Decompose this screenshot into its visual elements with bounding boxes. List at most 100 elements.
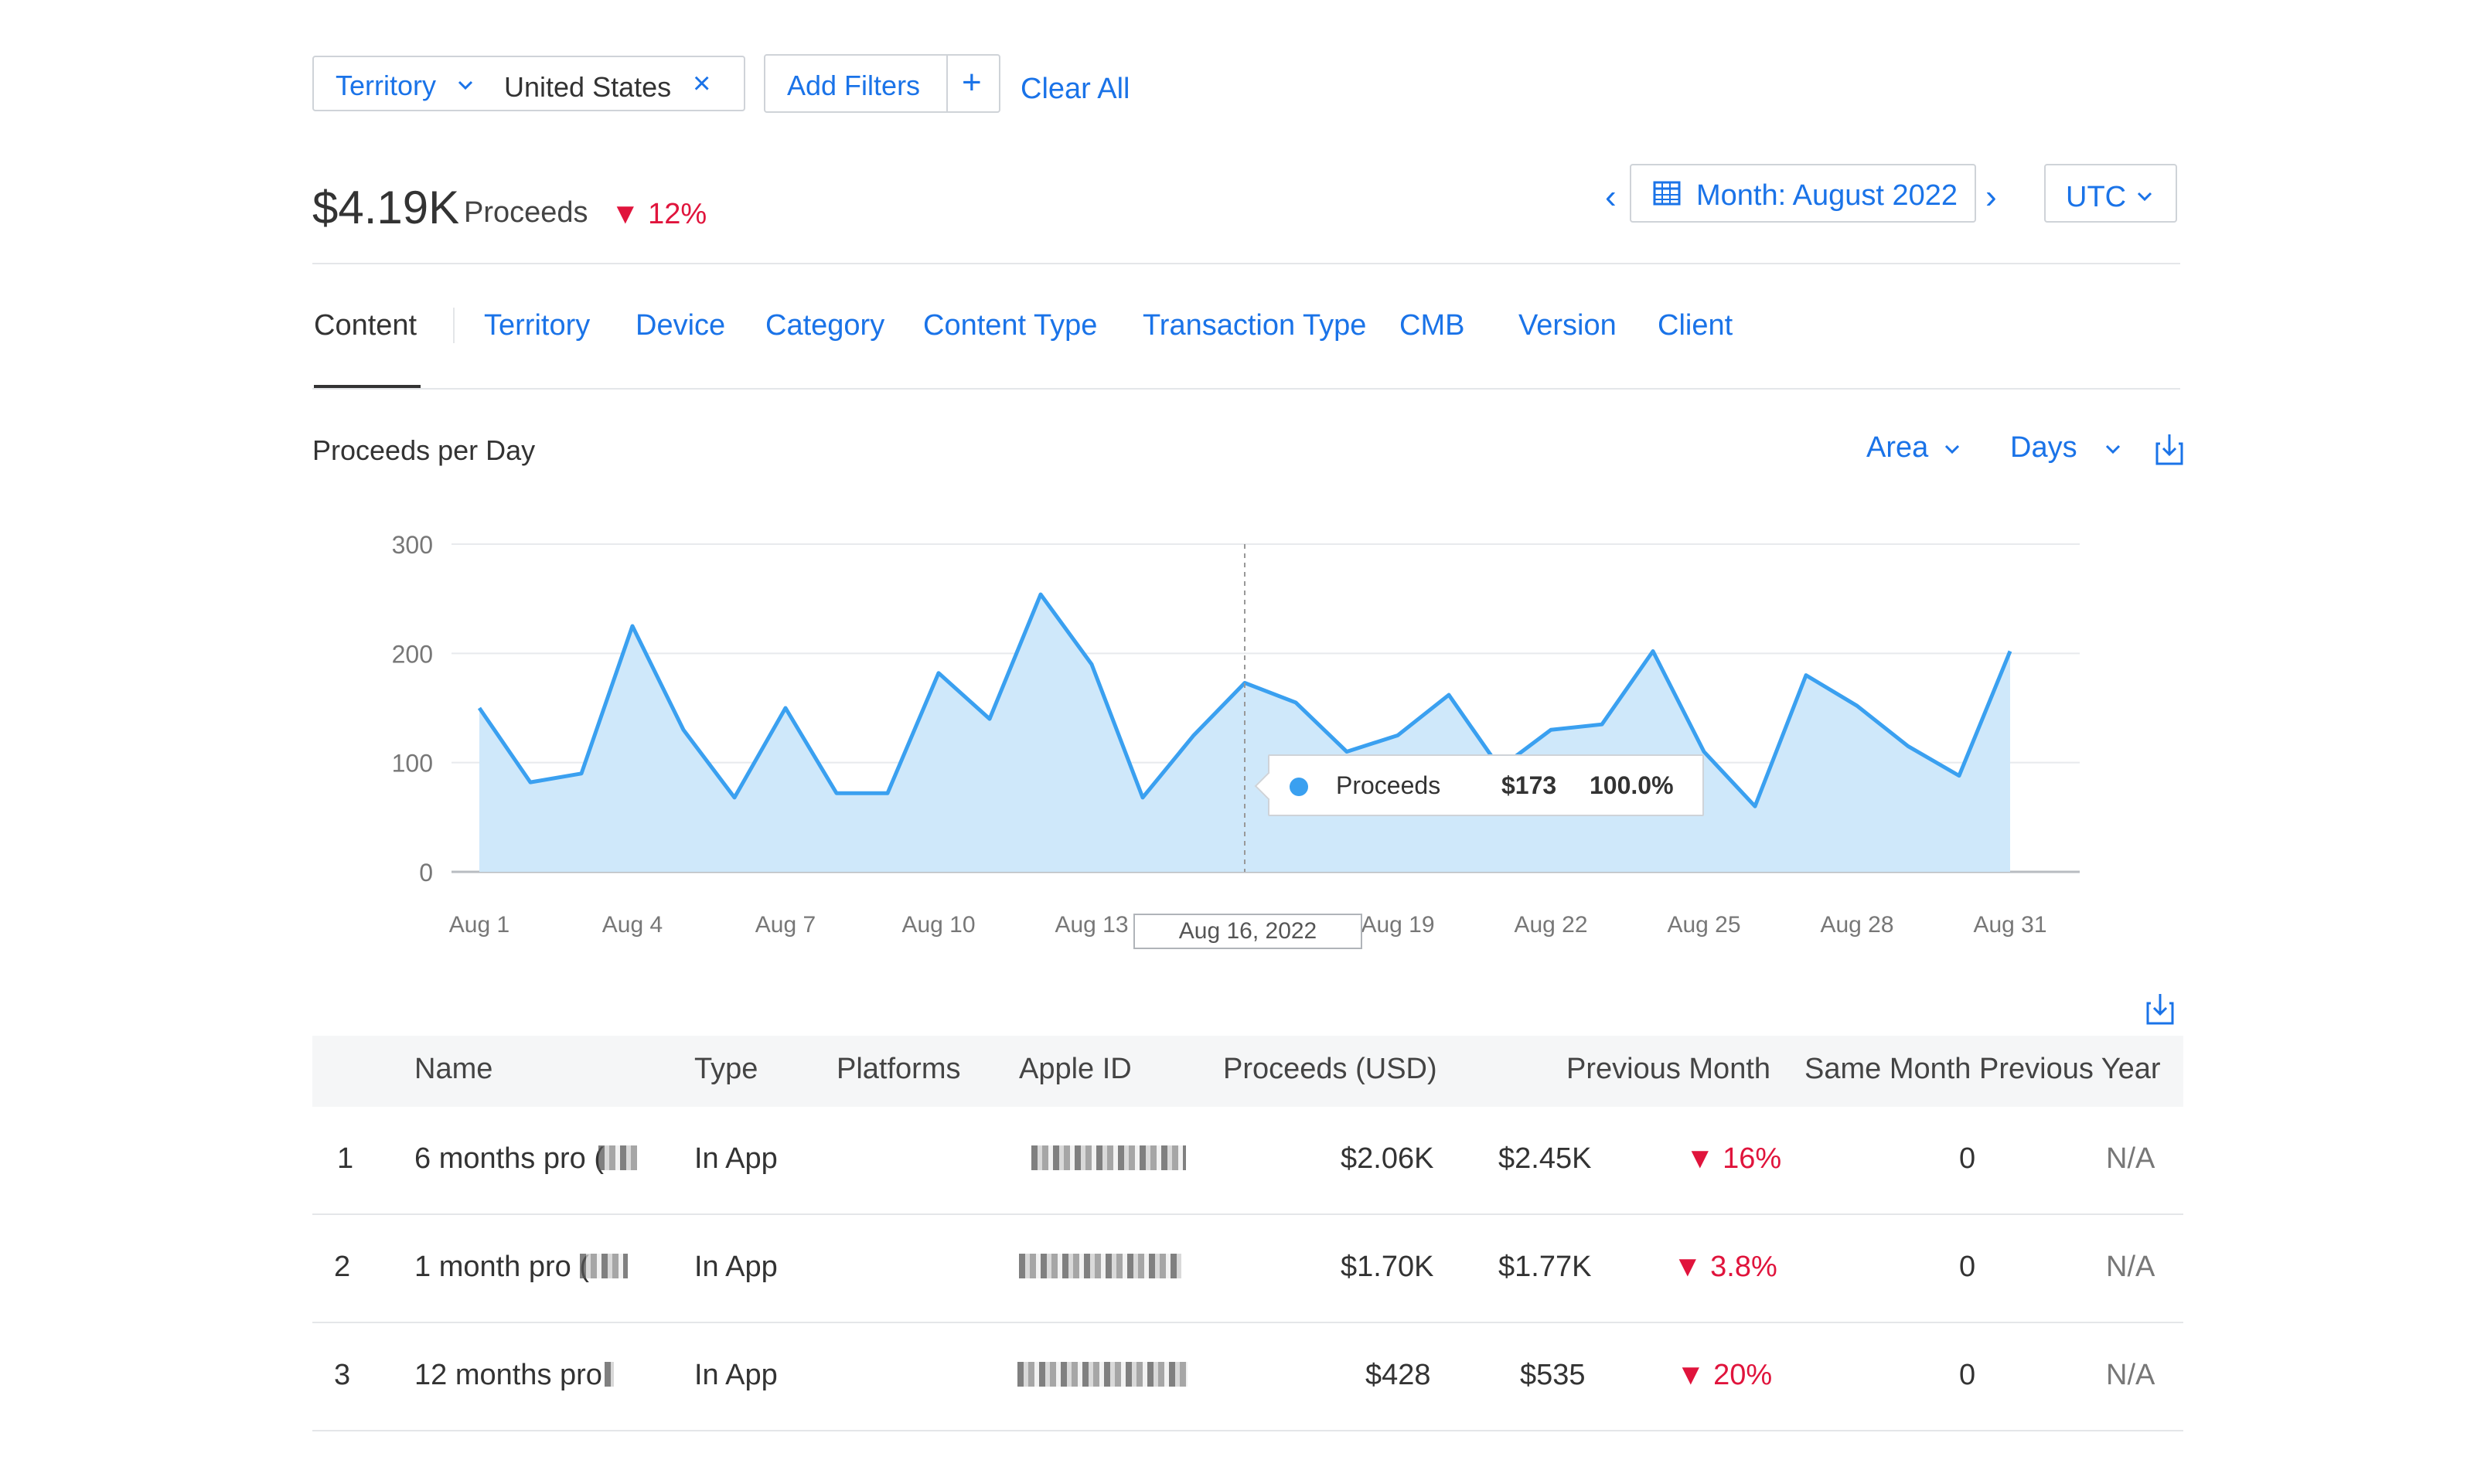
next-month-icon[interactable]: › xyxy=(1985,178,1997,216)
redacted-apple-id xyxy=(1017,1362,1188,1387)
tab-territory[interactable]: Territory xyxy=(484,309,591,342)
previous-month-delta: ▼ 16% xyxy=(1685,1142,1782,1175)
proceeds-total: $4.19K xyxy=(312,182,460,233)
tab-category[interactable]: Category xyxy=(765,309,885,342)
month-picker-label: Month: August 2022 xyxy=(1696,179,1958,212)
previous-month-value: $2.45K xyxy=(1498,1142,1592,1175)
column-header-same-month-previous-year[interactable]: Same Month Previous Year xyxy=(1804,1053,2161,1085)
row-rank: 3 xyxy=(334,1359,351,1391)
tab-transaction-type[interactable]: Transaction Type xyxy=(1143,309,1367,342)
column-header-platforms[interactable]: Platforms xyxy=(837,1053,961,1085)
proceeds-value: $1.70K xyxy=(1341,1251,1434,1283)
previous-year-value: 0 xyxy=(1959,1142,1976,1175)
proceeds-delta-badge: ▼ 12% xyxy=(611,198,707,230)
territory-filter-label[interactable]: Territory xyxy=(336,70,437,101)
y-tick-label: 200 xyxy=(392,640,433,668)
column-header-name[interactable]: Name xyxy=(414,1053,493,1085)
tooltip-percent: 100.0% xyxy=(1590,771,1674,799)
download-icon[interactable] xyxy=(2145,992,2176,1026)
series-color-dot xyxy=(1290,778,1308,796)
timezone-label: UTC xyxy=(2066,181,2127,213)
row-rank: 2 xyxy=(334,1251,351,1283)
chart-tooltip: Proceeds $173 100.0% xyxy=(1254,754,1704,816)
chevron-down-icon xyxy=(2137,192,2152,202)
product-name: 1 month pro ( xyxy=(414,1251,589,1283)
table-row[interactable]: 2 1 month pro ( In App $1.70K $1.77K ▼ 3… xyxy=(312,1215,2183,1323)
table-row[interactable]: 3 12 months pro In App $428 $535 ▼ 20% 0… xyxy=(312,1323,2183,1431)
tab-version[interactable]: Version xyxy=(1518,309,1617,342)
chart-type-dropdown[interactable]: Area xyxy=(1866,431,1963,465)
clear-all-link[interactable]: Clear All xyxy=(1021,73,1130,105)
divider xyxy=(312,263,2180,264)
month-picker-button[interactable]: Month: August 2022 xyxy=(1630,164,1976,223)
column-header-previous-month[interactable]: Previous Month xyxy=(1566,1053,1771,1085)
add-filters-button[interactable]: Add Filters + xyxy=(764,54,1000,113)
previous-year-delta: N/A xyxy=(2106,1359,2155,1391)
granularity-dropdown[interactable]: Days xyxy=(2010,431,2124,465)
territory-filter-value: United States xyxy=(504,71,672,103)
tab-separator xyxy=(453,308,455,343)
redacted-text xyxy=(580,1254,628,1278)
chevron-down-icon xyxy=(1944,444,1959,454)
product-name: 6 months pro ( xyxy=(414,1142,604,1175)
product-type: In App xyxy=(694,1251,778,1283)
chart-title: Proceeds per Day xyxy=(312,434,536,466)
column-header-type[interactable]: Type xyxy=(694,1053,758,1085)
chart-type-label: Area xyxy=(1866,431,1929,464)
calendar-icon xyxy=(1653,181,1681,206)
product-type: In App xyxy=(694,1142,778,1175)
column-header-proceeds[interactable]: Proceeds (USD) xyxy=(1223,1053,1437,1085)
granularity-label: Days xyxy=(2010,431,2077,464)
x-tick-label: Aug 7 xyxy=(755,912,816,938)
product-type: In App xyxy=(694,1359,778,1391)
product-name: 12 months pro xyxy=(414,1359,602,1391)
plus-icon[interactable]: + xyxy=(962,63,982,101)
previous-year-value: 0 xyxy=(1959,1251,1976,1283)
previous-year-delta: N/A xyxy=(2106,1251,2155,1283)
redacted-text xyxy=(598,1145,637,1170)
column-header-apple-id[interactable]: Apple ID xyxy=(1019,1053,1132,1085)
table-header xyxy=(312,1036,2183,1107)
divider xyxy=(946,56,948,111)
tooltip-value: $173 xyxy=(1501,771,1557,799)
tab-content[interactable]: Content xyxy=(314,309,417,342)
add-filters-label[interactable]: Add Filters xyxy=(787,70,921,101)
download-icon[interactable] xyxy=(2154,433,2185,467)
tab-cmb[interactable]: CMB xyxy=(1399,309,1465,342)
active-tab-indicator xyxy=(314,385,421,388)
previous-year-value: 0 xyxy=(1959,1359,1976,1391)
y-tick-label: 300 xyxy=(392,531,433,559)
tab-client[interactable]: Client xyxy=(1658,309,1733,342)
territory-filter-chip[interactable]: Territory United States × xyxy=(312,56,745,111)
x-tick-label: Aug 1 xyxy=(449,912,509,938)
series-line-proceeds xyxy=(477,592,2012,808)
x-tick-label: Aug 4 xyxy=(602,912,663,938)
divider xyxy=(312,388,2180,390)
tab-content-type[interactable]: Content Type xyxy=(923,309,1098,342)
table-row[interactable]: 1 6 months pro ( In App $2.06K $2.45K ▼ … xyxy=(312,1107,2183,1215)
x-tick-label: Aug 19 xyxy=(1361,912,1434,938)
chevron-down-icon xyxy=(2106,444,2121,454)
previous-year-delta: N/A xyxy=(2106,1142,2155,1175)
series-area-fill xyxy=(479,594,2010,872)
redacted-apple-id xyxy=(1019,1254,1181,1278)
tab-device[interactable]: Device xyxy=(636,309,726,342)
previous-month-icon[interactable]: ‹ xyxy=(1605,178,1617,216)
x-tick-label: Aug 31 xyxy=(1973,912,2046,938)
y-tick-label: 100 xyxy=(392,750,433,778)
timezone-dropdown[interactable]: UTC xyxy=(2044,164,2177,223)
tooltip-pointer xyxy=(1254,771,1283,801)
previous-month-value: $1.77K xyxy=(1498,1251,1592,1283)
x-tick-label: Aug 13 xyxy=(1055,912,1128,938)
redacted-text xyxy=(605,1362,614,1387)
x-tick-label: Aug 28 xyxy=(1820,912,1893,938)
row-rank: 1 xyxy=(337,1142,354,1175)
x-tick-label: Aug 25 xyxy=(1667,912,1740,938)
chevron-down-icon[interactable] xyxy=(455,74,476,96)
remove-filter-icon[interactable]: × xyxy=(693,66,711,100)
proceeds-value: $2.06K xyxy=(1341,1142,1434,1175)
previous-month-value: $535 xyxy=(1520,1359,1586,1391)
x-tick-label: Aug 10 xyxy=(901,912,975,938)
redacted-apple-id xyxy=(1031,1145,1186,1170)
tooltip-series-name: Proceeds xyxy=(1336,771,1441,799)
